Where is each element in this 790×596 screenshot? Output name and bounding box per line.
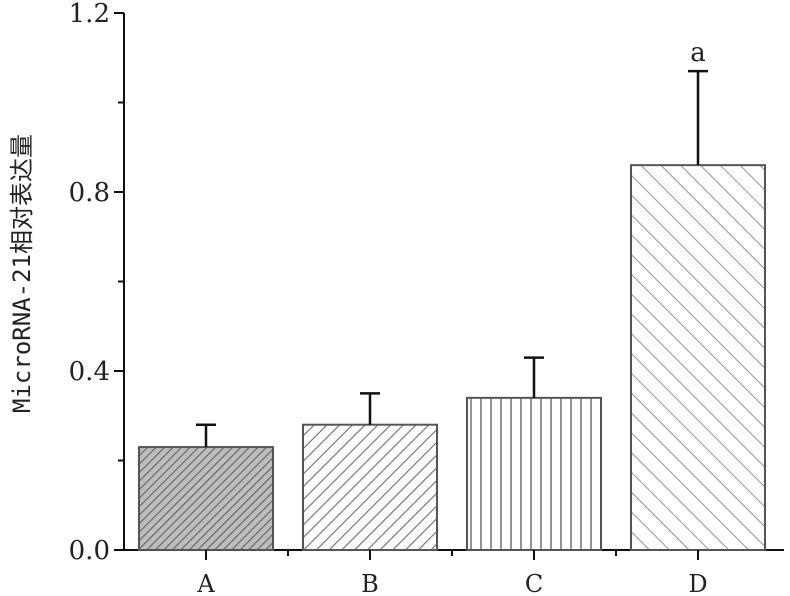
y-tick-label: 1.2 bbox=[69, 0, 110, 29]
y-axis-label: MicroRNA-21相对表达量 bbox=[8, 134, 36, 413]
bar-c bbox=[466, 396, 602, 551]
x-tick-label-a: A bbox=[196, 570, 215, 596]
bar-b bbox=[302, 423, 438, 552]
bar-a bbox=[138, 446, 274, 552]
error-bars: a bbox=[196, 38, 708, 448]
y-tick-label: 0.0 bbox=[69, 536, 110, 566]
significance-label: a bbox=[690, 38, 706, 68]
x-tick-label-b: B bbox=[361, 570, 379, 596]
x-ticks: A B C D bbox=[196, 550, 708, 596]
bar-d bbox=[630, 164, 766, 551]
y-tick-label: 0.4 bbox=[69, 357, 110, 387]
x-tick-label-d: D bbox=[688, 570, 707, 596]
bars bbox=[138, 164, 766, 552]
x-tick-label-c: C bbox=[525, 570, 543, 596]
y-ticks: 0.0 0.4 0.8 1.2 bbox=[69, 0, 124, 566]
y-tick-label: 0.8 bbox=[69, 178, 110, 208]
